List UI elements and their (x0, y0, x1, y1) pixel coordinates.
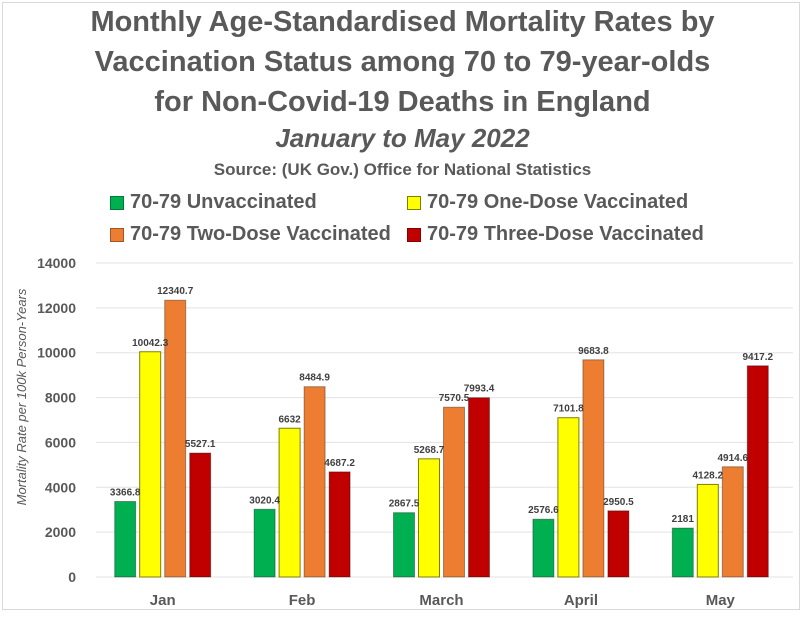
data-label: 4128.2 (693, 470, 724, 481)
legend-item-one-dose: 70-79 One-Dose Vaccinated (407, 191, 688, 214)
data-label: 3366.8 (110, 487, 141, 498)
y-tick-label: 10000 (37, 345, 76, 361)
chart-frame (2, 2, 800, 610)
chart-title-line-2: Vaccination Status among 70 to 79-year-o… (94, 46, 711, 78)
y-axis-label: Mortality Rate per 100k Person-Years (14, 288, 29, 505)
data-label: 2181 (672, 514, 695, 525)
data-label: 9417.2 (743, 352, 774, 363)
data-label: 2867.5 (389, 499, 420, 510)
data-label: 6632 (278, 414, 301, 425)
legend-item-three-dose: 70-79 Three-Dose Vaccinated (407, 223, 704, 246)
bar (418, 458, 440, 578)
bar (189, 452, 212, 578)
y-tick-label: 14000 (37, 255, 76, 271)
bar (468, 397, 490, 578)
bar (393, 512, 415, 578)
y-tick-label: 12000 (37, 300, 76, 316)
legend-swatch (110, 227, 124, 242)
chart-subtitle: January to May 2022 (275, 123, 530, 153)
y-axis: 0 2000 4000 6000 8000 10000 12000 14000 (37, 255, 76, 585)
y-tick-label: 0 (68, 569, 76, 585)
data-label: 7570.5 (439, 393, 470, 404)
x-tick-label: Feb (289, 592, 316, 609)
bar (607, 510, 630, 578)
bar (164, 299, 187, 578)
legend-swatch (407, 195, 421, 210)
bar (746, 365, 769, 578)
chart-title-line-1: Monthly Age-Standardised Mortality Rates… (90, 6, 715, 38)
bar (696, 483, 719, 578)
data-labels: 3366.8 10042.3 12340.7 5527.1 3020.4 6632 8484… (110, 286, 774, 525)
data-label: 7993.4 (464, 384, 495, 395)
bars (114, 299, 769, 578)
x-tick-label: Jan (150, 592, 176, 609)
bar (721, 466, 744, 578)
y-tick-label: 6000 (45, 434, 76, 450)
x-tick-label: March (419, 592, 463, 609)
data-label: 4914.6 (718, 453, 749, 464)
bar (671, 527, 694, 578)
data-label: 9683.8 (578, 346, 609, 357)
legend-label: 70-79 One-Dose Vaccinated (427, 191, 689, 213)
bar (139, 351, 162, 578)
bar (557, 417, 580, 578)
data-label: 7101.8 (553, 404, 584, 415)
bar (582, 359, 605, 578)
data-label: 10042.3 (132, 338, 169, 349)
bar (253, 508, 276, 578)
data-label: 12340.7 (157, 286, 194, 297)
bar (278, 427, 301, 578)
legend-swatch (407, 227, 421, 242)
bar (303, 386, 326, 578)
bar (443, 406, 465, 578)
legend-item-unvaccinated: 70-79 Unvaccinated (110, 191, 317, 214)
data-label: 5527.1 (185, 439, 216, 450)
legend-item-two-dose: 70-79 Two-Dose Vaccinated (110, 223, 391, 246)
legend-swatch (110, 195, 124, 210)
data-label: 3020.4 (249, 495, 280, 506)
data-label: 2950.5 (603, 497, 634, 508)
x-tick-label: April (564, 592, 598, 609)
y-tick-label: 4000 (45, 479, 76, 495)
bar (532, 518, 555, 578)
legend-label: 70-79 Unvaccinated (130, 191, 317, 213)
data-label: 2576.6 (528, 505, 559, 516)
data-label: 4687.2 (324, 458, 355, 469)
chart-source: Source: (UK Gov.) Office for National St… (213, 160, 592, 179)
data-label: 5268.7 (414, 445, 445, 456)
y-tick-label: 2000 (45, 524, 76, 540)
y-tick-label: 8000 (45, 390, 76, 406)
bar (328, 471, 351, 578)
legend-label: 70-79 Two-Dose Vaccinated (130, 223, 391, 245)
chart-title-line-3: for Non-Covid-19 Deaths in England (154, 86, 651, 118)
legend-label: 70-79 Three-Dose Vaccinated (427, 223, 704, 245)
bar (114, 500, 137, 578)
data-label: 8484.9 (299, 373, 330, 384)
x-axis: Jan Feb March April May (150, 592, 736, 609)
x-tick-label: May (706, 592, 736, 609)
